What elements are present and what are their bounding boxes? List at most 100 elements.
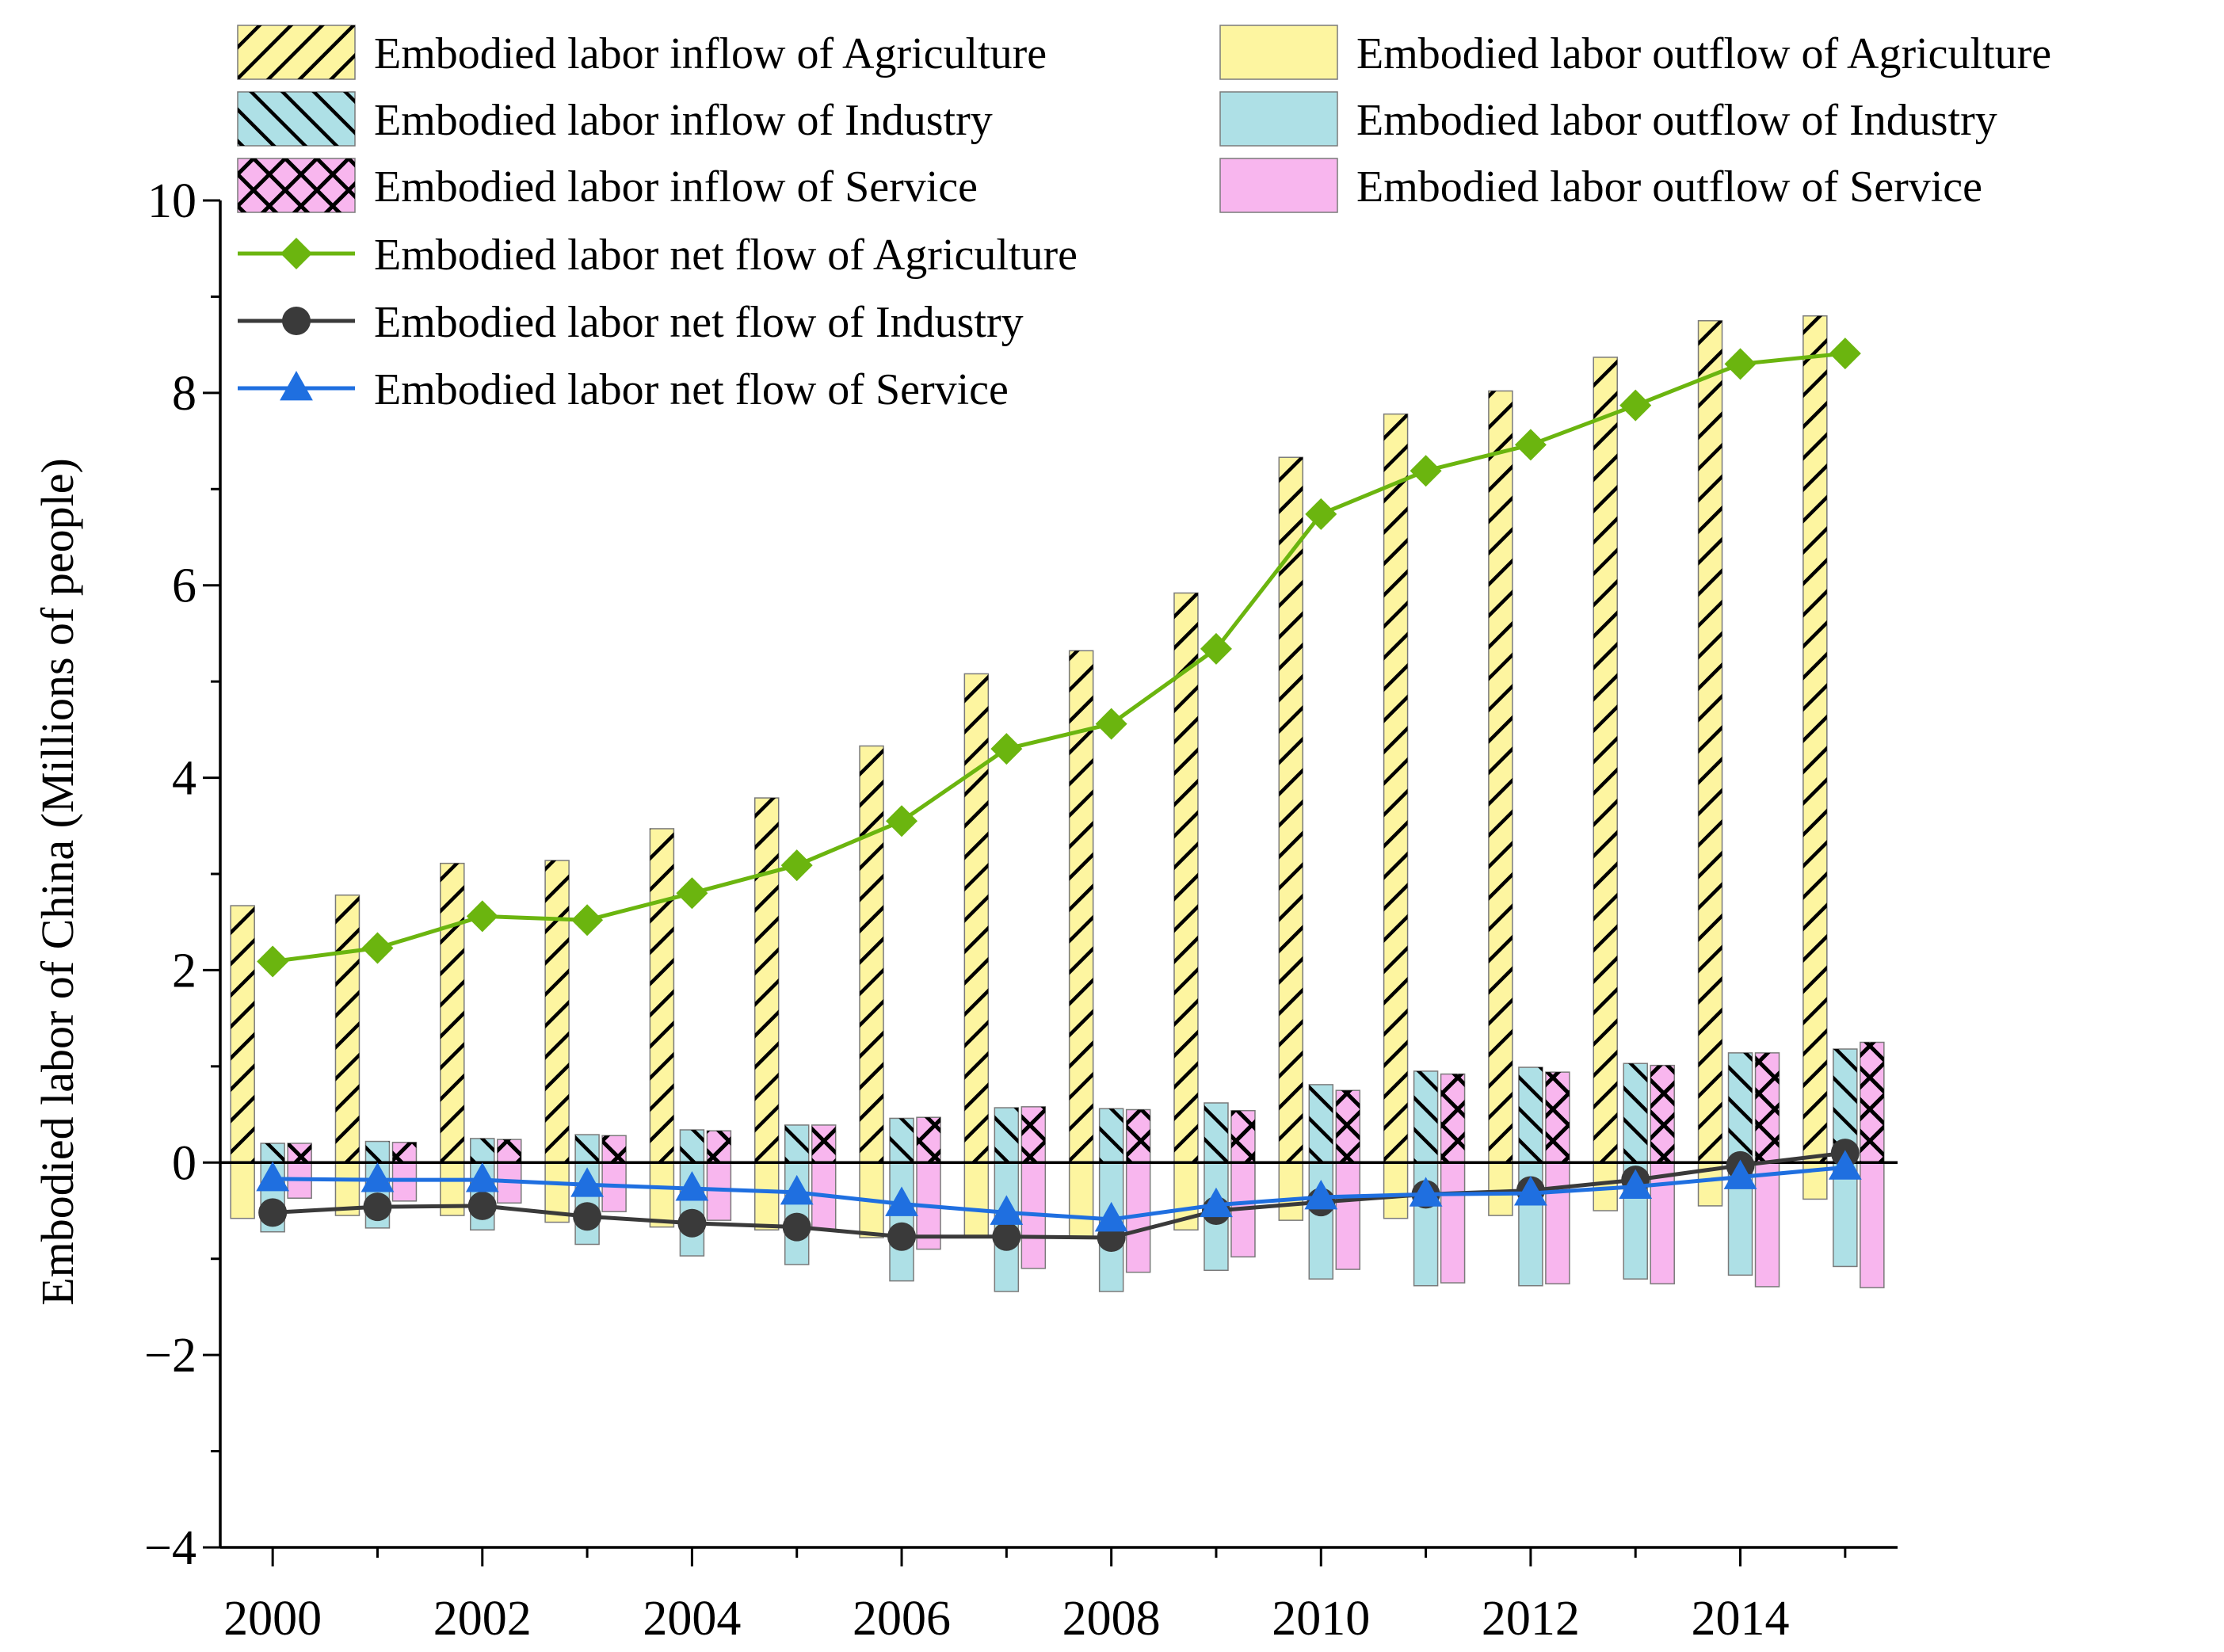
legend-swatch xyxy=(1219,91,1338,147)
service-inflow-bar-2009 xyxy=(1230,1109,1256,1164)
embodied-labor-net-flow-of-agriculture-point-2013 xyxy=(1619,389,1652,422)
agriculture-inflow-bar-2014 xyxy=(1697,320,1723,1164)
industry-inflow-bar-2003 xyxy=(574,1134,600,1164)
embodied-labor-net-flow-of-industry-line xyxy=(273,1150,1846,1240)
line-layer xyxy=(256,338,1862,1252)
legend-swatch xyxy=(237,25,356,80)
axes-layer: −4 −2 0 2 4 6 8 10 2000 2002 2004 2006 2008 2010 2012 2… xyxy=(32,174,1898,1646)
agriculture-inflow-bar-2006 xyxy=(859,745,884,1164)
embodied-labor-net-flow-of-service-point-2009 xyxy=(1200,1187,1233,1218)
legend-swatch xyxy=(238,307,355,335)
y-tick-label: 4 xyxy=(172,752,196,806)
y-tick-label: −4 xyxy=(144,1521,196,1575)
legend-swatch xyxy=(237,158,356,213)
legend-item: Embodied labor outflow of Agriculture xyxy=(1219,25,2051,80)
embodied-labor-net-flow-of-service-point-2001 xyxy=(360,1162,395,1192)
embodied-labor-net-flow-of-agriculture-series xyxy=(257,338,1861,978)
legend-item: Embodied labor inflow of Service xyxy=(237,158,978,213)
embodied-labor-net-flow-of-agriculture-point-2003 xyxy=(571,904,604,937)
agriculture-inflow-bar-2004 xyxy=(649,828,675,1164)
service-outflow-bar-2015 xyxy=(1860,1162,1885,1288)
embodied-labor-net-flow-of-service-point-2008 xyxy=(1094,1201,1128,1232)
legend-label: Embodied labor outflow of Industry xyxy=(1356,96,1997,145)
legend-label: Embodied labor inflow of Agriculture xyxy=(374,29,1047,78)
x-tick-label: 2012 xyxy=(1482,1592,1580,1646)
embodied-labor-net-flow-of-service-point-2015 xyxy=(1828,1150,1862,1180)
embodied-labor-net-flow-of-service-point-2002 xyxy=(465,1162,499,1192)
embodied-labor-net-flow-of-industry-point-2002 xyxy=(467,1191,497,1220)
embodied-labor-net-flow-of-service-point-2003 xyxy=(570,1167,604,1197)
embodied-labor-net-flow-of-service-line xyxy=(273,1165,1846,1222)
legend-item: Embodied labor inflow of Agriculture xyxy=(237,25,1047,80)
legend-label: Embodied labor outflow of Agriculture xyxy=(1356,29,2051,78)
embodied-labor-net-flow-of-agriculture-point-2005 xyxy=(780,849,813,882)
embodied-labor-net-flow-of-service-point-2007 xyxy=(990,1195,1024,1225)
agriculture-inflow-bar-2013 xyxy=(1593,357,1618,1164)
legend-swatch xyxy=(237,91,356,147)
embodied-labor-net-flow-of-agriculture-line xyxy=(272,351,1846,963)
y-tick-label: 10 xyxy=(147,174,196,228)
legend-item: Embodied labor outflow of Service xyxy=(1219,158,1982,213)
y-tick-label: 6 xyxy=(172,559,196,613)
embodied-labor-net-flow-of-agriculture-point-2015 xyxy=(1829,338,1861,370)
legend-item: Embodied labor outflow of Industry xyxy=(1219,91,1997,147)
agriculture-inflow-bar-2001 xyxy=(334,894,360,1164)
agriculture-inflow-bar-2002 xyxy=(440,862,465,1164)
service-inflow-bar-2005 xyxy=(811,1124,837,1164)
industry-inflow-bar-2011 xyxy=(1413,1070,1439,1164)
bar-layer xyxy=(230,315,1885,1292)
service-inflow-bar-2002 xyxy=(497,1139,522,1164)
embodied-labor-net-flow-of-service-point-2000 xyxy=(256,1161,290,1192)
y-tick-label: 2 xyxy=(172,944,196,998)
legend-marker xyxy=(280,238,312,269)
industry-inflow-bar-2004 xyxy=(679,1129,705,1164)
service-inflow-bar-2011 xyxy=(1440,1073,1466,1164)
legend-swatch xyxy=(238,238,355,269)
service-outflow-bar-2013 xyxy=(1650,1162,1675,1285)
service-inflow-bar-2015 xyxy=(1860,1041,1885,1164)
legend-marker xyxy=(280,371,313,401)
embodied-labor-net-flow-of-agriculture-point-2008 xyxy=(1095,708,1127,740)
embodied-labor-net-flow-of-agriculture-point-2000 xyxy=(257,945,289,978)
industry-inflow-bar-2012 xyxy=(1518,1066,1543,1164)
y-axis-title: Embodied labor of China (Millions of peo… xyxy=(32,458,83,1306)
x-tick-label: 2006 xyxy=(853,1592,951,1646)
agriculture-outflow-bar-2007 xyxy=(963,1162,990,1238)
service-inflow-bar-2010 xyxy=(1335,1089,1361,1164)
industry-outflow-bar-2010 xyxy=(1308,1162,1334,1280)
agriculture-inflow-bar-2009 xyxy=(1173,592,1199,1164)
embodied-labor-net-flow-of-service-point-2013 xyxy=(1619,1169,1653,1200)
industry-inflow-bar-2008 xyxy=(1098,1108,1124,1164)
x-tick-label: 2010 xyxy=(1272,1592,1370,1646)
x-tick-label: 2000 xyxy=(223,1592,322,1646)
y-tick-label: −2 xyxy=(144,1329,196,1383)
embodied-labor-net-flow-of-agriculture-point-2006 xyxy=(886,805,918,837)
industry-inflow-bar-2014 xyxy=(1727,1052,1753,1164)
embodied-labor-net-flow-of-service-point-2012 xyxy=(1514,1176,1547,1206)
service-outflow-bar-2012 xyxy=(1545,1162,1570,1285)
embodied-labor-net-flow-of-agriculture-point-2002 xyxy=(466,900,498,933)
agriculture-inflow-bar-2011 xyxy=(1383,413,1409,1164)
legend-item: Embodied labor net flow of Service xyxy=(238,365,1009,414)
embodied-labor-net-flow-of-agriculture-point-2007 xyxy=(990,733,1023,765)
embodied-labor-net-flow-of-industry-point-2005 xyxy=(782,1212,811,1242)
agriculture-inflow-bar-2003 xyxy=(544,860,570,1164)
legend-label: Embodied labor inflow of Industry xyxy=(374,96,993,145)
agriculture-outflow-bar-2011 xyxy=(1383,1162,1409,1219)
service-inflow-bar-2001 xyxy=(391,1142,418,1164)
embodied-labor-net-flow-of-agriculture-point-2001 xyxy=(361,932,394,964)
industry-inflow-bar-2006 xyxy=(889,1117,914,1164)
embodied-labor-net-flow-of-service-point-2004 xyxy=(675,1171,709,1201)
x-tick-label: 2004 xyxy=(643,1592,741,1646)
embodied-labor-net-flow-of-service-point-2011 xyxy=(1409,1177,1443,1207)
embodied-labor-net-flow-of-industry-point-2003 xyxy=(573,1202,602,1231)
embodied-labor-net-flow-of-agriculture-point-2009 xyxy=(1200,632,1232,665)
industry-inflow-bar-2005 xyxy=(784,1124,810,1164)
embodied-labor-net-flow-of-agriculture-point-2010 xyxy=(1305,498,1337,530)
y-tick-label: 0 xyxy=(172,1136,196,1190)
embodied-labor-net-flow-of-industry-point-2007 xyxy=(992,1222,1021,1251)
agriculture-outflow-bar-2004 xyxy=(649,1162,675,1228)
embodied-labor-net-flow-of-industry-point-2000 xyxy=(258,1198,288,1227)
industry-inflow-bar-2002 xyxy=(470,1138,495,1164)
industry-inflow-bar-2001 xyxy=(364,1140,391,1164)
